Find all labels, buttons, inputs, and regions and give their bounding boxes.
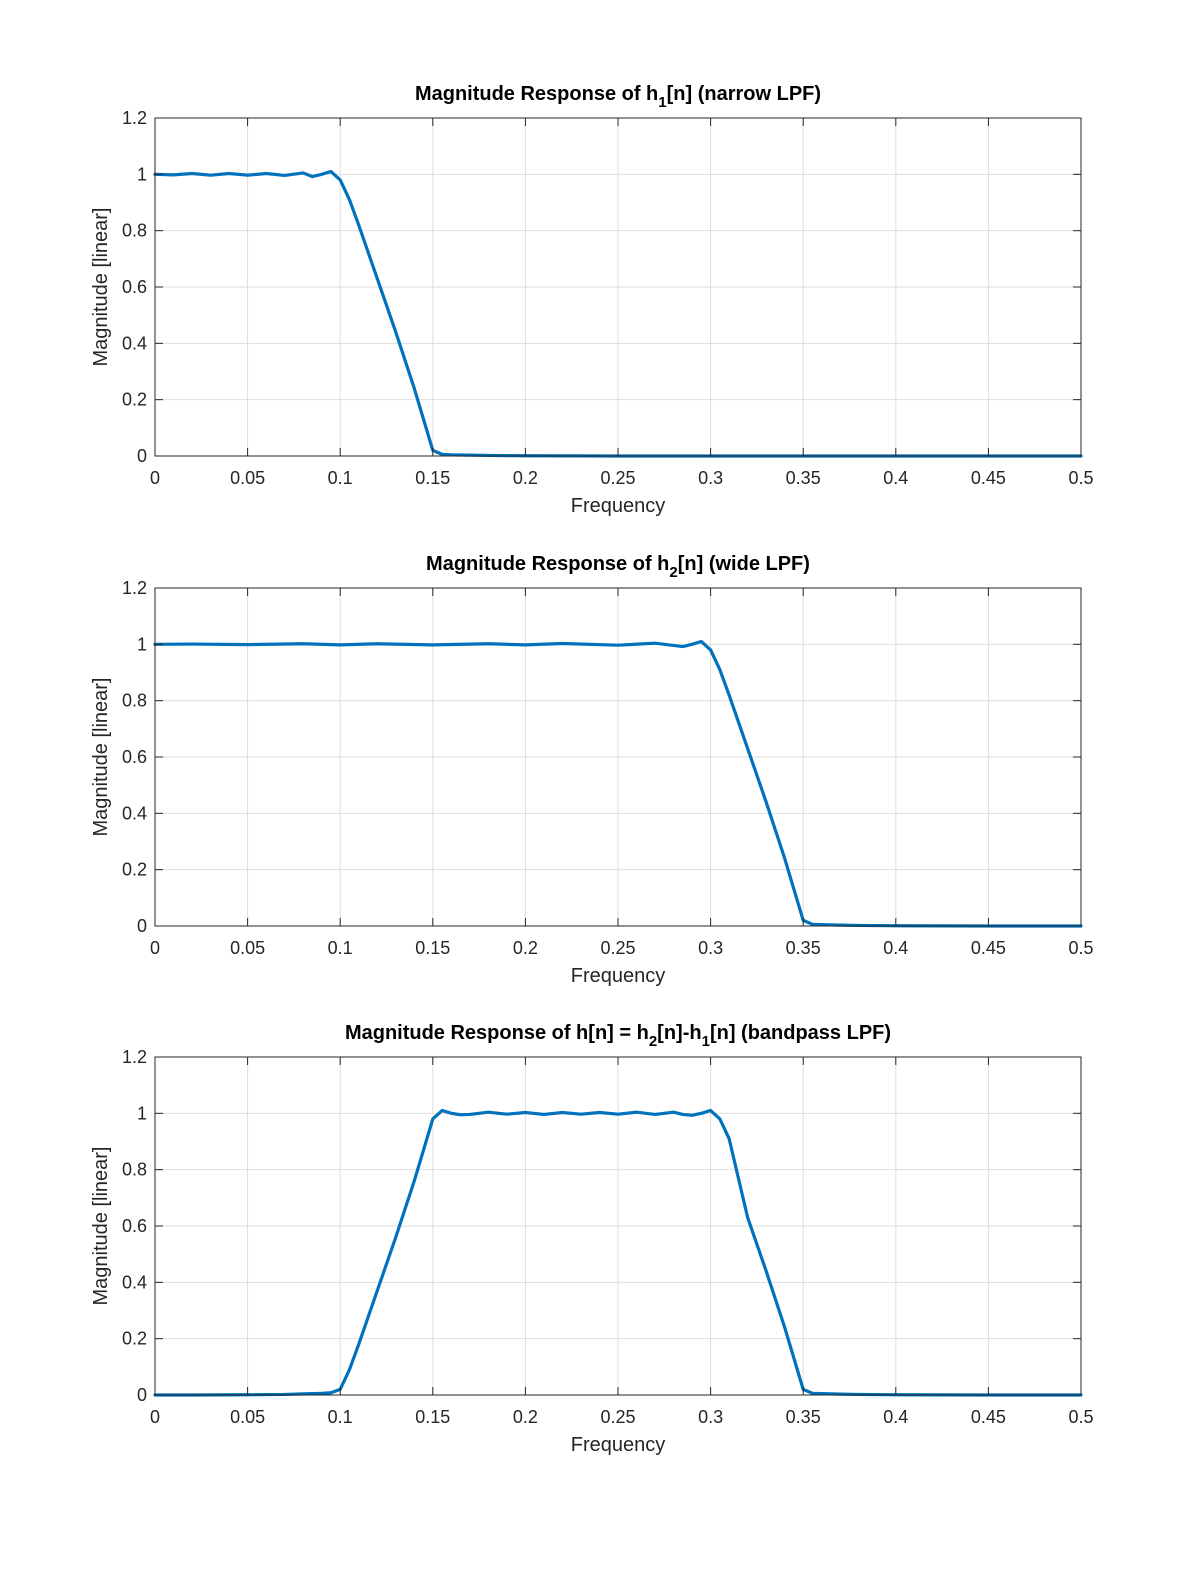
y-tick-label: 1 <box>137 1103 147 1123</box>
x-tick-label: 0.15 <box>415 468 450 488</box>
x-tick-label: 0.05 <box>230 468 265 488</box>
x-tick-label: 0.35 <box>786 1407 821 1427</box>
y-tick-label: 1.2 <box>122 1047 147 1067</box>
y-tick-label: 1.2 <box>122 108 147 128</box>
x-tick-label: 0.45 <box>971 1407 1006 1427</box>
y-tick-label: 0 <box>137 916 147 936</box>
x-tick-label: 0.45 <box>971 468 1006 488</box>
y-tick-label: 0.4 <box>122 1272 147 1292</box>
x-tick-label: 0 <box>150 938 160 958</box>
y-tick-label: 0.4 <box>122 333 147 353</box>
chart-title: Magnitude Response of h1[n] (narrow LPF) <box>415 83 821 111</box>
x-tick-label: 0.3 <box>698 468 723 488</box>
x-tick-label: 0.05 <box>230 938 265 958</box>
y-tick-label: 0.4 <box>122 803 147 823</box>
y-tick-label: 0.8 <box>122 691 147 711</box>
x-tick-label: 0.35 <box>786 468 821 488</box>
y-tick-label: 1.2 <box>122 578 147 598</box>
x-tick-label: 0.3 <box>698 1407 723 1427</box>
y-tick-label: 0.6 <box>122 747 147 767</box>
x-tick-label: 0.3 <box>698 938 723 958</box>
y-tick-label: 0.6 <box>122 1216 147 1236</box>
y-tick-label: 0.2 <box>122 390 147 410</box>
y-tick-label: 0.8 <box>122 221 147 241</box>
x-tick-label: 0.15 <box>415 1407 450 1427</box>
x-tick-label: 0.2 <box>513 468 538 488</box>
chart-panel-1: 0 0.05 0.1 0.15 0.2 0.25 0.3 0.35 0.4 0.45 0.5 0 0.2… <box>90 83 1094 517</box>
series-line-1 <box>153 1108 1083 1397</box>
y-axis-label: Magnitude [linear] <box>90 208 112 367</box>
y-axis-label: Magnitude [linear] <box>90 678 112 837</box>
chart-title: Magnitude Response of h2[n] (wide LPF) <box>426 553 810 581</box>
x-tick-label: 0.25 <box>600 938 635 958</box>
x-tick-label: 0.35 <box>786 938 821 958</box>
x-tick-label: 0.45 <box>971 938 1006 958</box>
x-tick-label: 0.25 <box>600 1407 635 1427</box>
x-tick-label: 0.4 <box>883 468 908 488</box>
y-tick-label: 0.8 <box>122 1160 147 1180</box>
x-tick-label: 0.5 <box>1068 938 1093 958</box>
x-tick-label: 0.4 <box>883 1407 908 1427</box>
y-tick-label: 1 <box>137 634 147 654</box>
x-tick-label: 0.1 <box>328 1407 353 1427</box>
chart-panel-3: 0 0.05 0.1 0.15 0.2 0.25 0.3 0.35 0.4 0.45 0.5 0 0.2… <box>90 1022 1094 1456</box>
x-tick-label: 0.2 <box>513 1407 538 1427</box>
y-axis-label: Magnitude [linear] <box>90 1147 112 1306</box>
x-tick-label: 0 <box>150 1407 160 1427</box>
x-tick-label: 0.05 <box>230 1407 265 1427</box>
x-axis-label: Frequency <box>571 1434 666 1456</box>
x-tick-label: 0 <box>150 468 160 488</box>
y-tick-label: 0.6 <box>122 277 147 297</box>
x-tick-label: 0.4 <box>883 938 908 958</box>
x-tick-label: 0.1 <box>328 938 353 958</box>
chart-title: Magnitude Response of h[n] = h2[n]-h1[n]… <box>345 1022 891 1050</box>
x-tick-label: 0.25 <box>600 468 635 488</box>
x-tick-label: 0.1 <box>328 468 353 488</box>
series-line-1 <box>153 639 1083 928</box>
y-tick-label: 0 <box>137 1385 147 1405</box>
x-axis-label: Frequency <box>571 965 666 987</box>
y-tick-label: 0 <box>137 446 147 466</box>
y-tick-label: 1 <box>137 164 147 184</box>
y-tick-label: 0.2 <box>122 1329 147 1349</box>
chart-panel-2: 0 0.05 0.1 0.15 0.2 0.25 0.3 0.35 0.4 0.45 0.5 0 0.2… <box>90 553 1094 987</box>
x-tick-label: 0.5 <box>1068 1407 1093 1427</box>
x-axis-label: Frequency <box>571 495 666 517</box>
y-tick-label: 0.2 <box>122 860 147 880</box>
x-tick-label: 0.5 <box>1068 468 1093 488</box>
x-tick-label: 0.2 <box>513 938 538 958</box>
x-tick-label: 0.15 <box>415 938 450 958</box>
